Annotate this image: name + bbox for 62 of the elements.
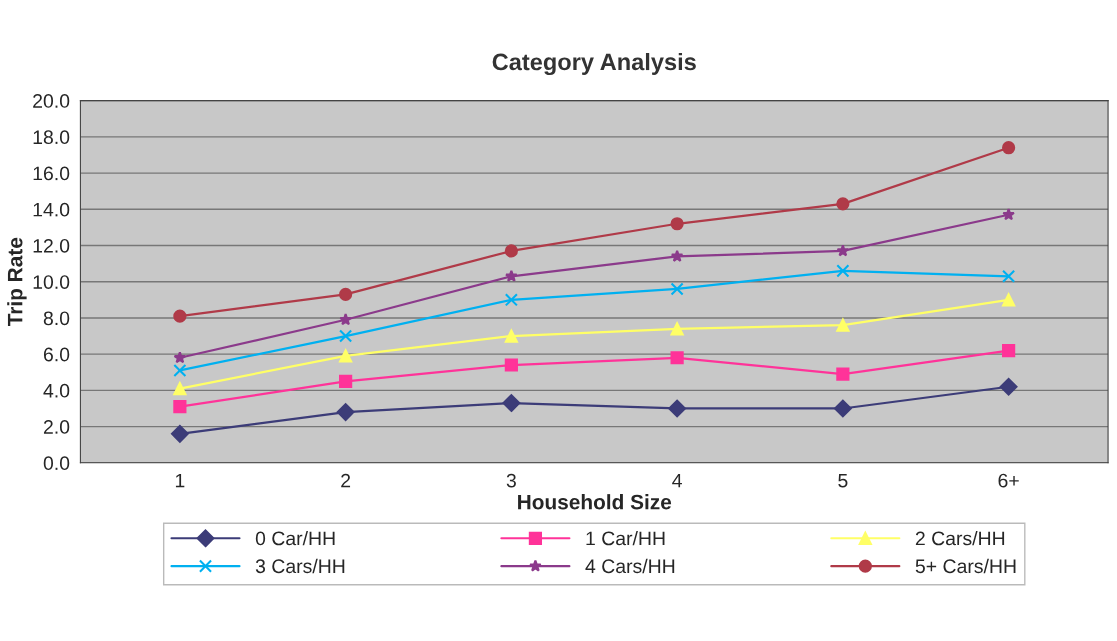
x-tick-label: 5: [838, 473, 848, 488]
y-tick-label: 2.0: [43, 420, 70, 434]
point: [836, 197, 850, 211]
y-tick-label: 4.0: [43, 383, 70, 398]
point: [670, 217, 684, 231]
point: [504, 244, 518, 258]
y-tick-label: 14.0: [33, 202, 70, 217]
point: [173, 309, 187, 323]
point: [836, 367, 850, 381]
point: [502, 394, 521, 412]
point: [505, 269, 518, 282]
legend-label: 3 Cars/HH: [255, 558, 345, 574]
point: [836, 318, 850, 332]
x-axis-title: Household Size: [518, 494, 672, 510]
legend-label: 1 Car/HH: [586, 531, 665, 546]
x-tick-label: 3: [506, 473, 516, 488]
point: [670, 322, 684, 336]
point: [339, 349, 353, 363]
point: [504, 358, 518, 372]
point: [339, 287, 353, 301]
point: [339, 313, 352, 326]
legend-label: 5+ Cars/HH: [915, 558, 1016, 574]
legend-label: 0 Car/HH: [255, 531, 335, 546]
point: [504, 293, 518, 307]
legend-label: 4 Cars/HH: [585, 558, 675, 574]
point: [670, 351, 684, 365]
x-tick-label: 6+: [998, 473, 1019, 488]
x-tick-label: 1: [175, 473, 185, 488]
point: [668, 399, 687, 418]
point: [173, 400, 187, 414]
y-tick-label: 8.0: [43, 311, 70, 326]
point: [1002, 269, 1016, 283]
x-tick-label: 4: [672, 473, 682, 488]
point: [1002, 208, 1015, 221]
point: [173, 363, 187, 378]
point: [1002, 343, 1016, 358]
point: [170, 424, 189, 443]
point: [999, 377, 1018, 396]
point: [339, 329, 353, 343]
point: [833, 399, 852, 418]
y-tick-label: 6.0: [43, 347, 70, 362]
y-axis-title: Trip Rate: [7, 237, 27, 327]
point: [504, 329, 518, 343]
y-tick-label: 18.0: [33, 130, 70, 145]
y-tick-label: 10.0: [33, 275, 70, 289]
point: [670, 249, 684, 262]
x-tick-label: 2: [341, 473, 351, 488]
point: [336, 403, 355, 421]
point: [1002, 141, 1016, 155]
y-tick-label: 16.0: [33, 166, 70, 181]
point: [836, 244, 850, 257]
legend-label: 2 Cars/HH: [915, 531, 1005, 546]
point: [670, 282, 684, 296]
point: [339, 374, 353, 388]
point: [173, 351, 187, 364]
y-tick-label: 0.0: [43, 456, 70, 471]
y-tick-label: 20.0: [33, 94, 70, 108]
chart-title: Category Analysis: [492, 52, 696, 76]
point: [836, 264, 850, 278]
point: [1002, 293, 1016, 307]
y-tick-label: 12.0: [33, 238, 70, 253]
point: [173, 381, 187, 396]
